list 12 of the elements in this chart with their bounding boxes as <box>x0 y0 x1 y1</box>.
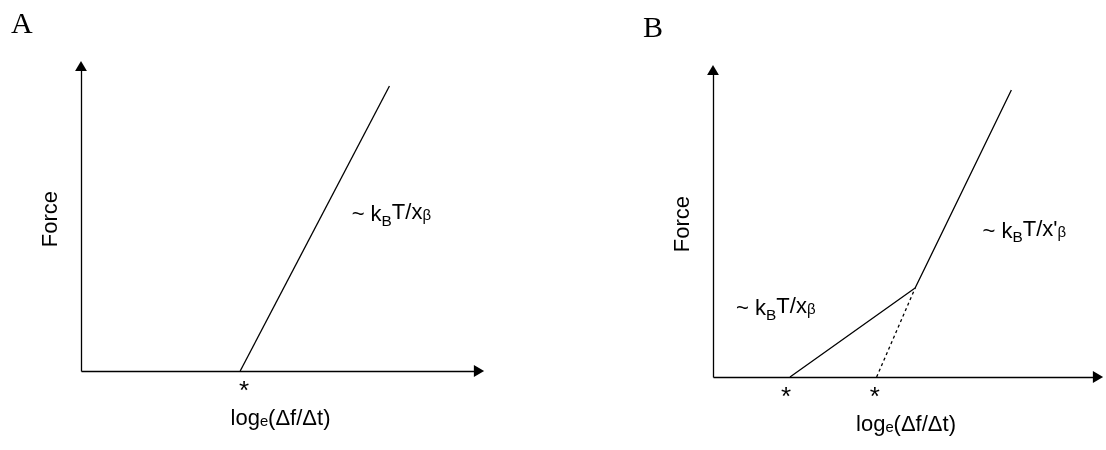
x-axis-title: logₑ(Δf/Δt) <box>230 404 331 430</box>
y-axis-title: Force <box>668 195 694 253</box>
text: * <box>239 375 250 405</box>
x-axis-title: logₑ(Δf/Δt) <box>856 410 956 436</box>
annotation: ~ k$_{B}$T/xᵦ <box>351 199 432 229</box>
annotation: ~ k$_{B}$T/xᵦ <box>736 293 816 323</box>
annotation: ~ k$_{B}$T/x'ᵦ <box>982 215 1067 246</box>
y-axis-title: Force <box>36 190 62 248</box>
text: * <box>781 381 792 411</box>
chart-title: B <box>643 9 664 43</box>
text: * <box>869 381 880 411</box>
chart-title: A <box>11 5 33 39</box>
